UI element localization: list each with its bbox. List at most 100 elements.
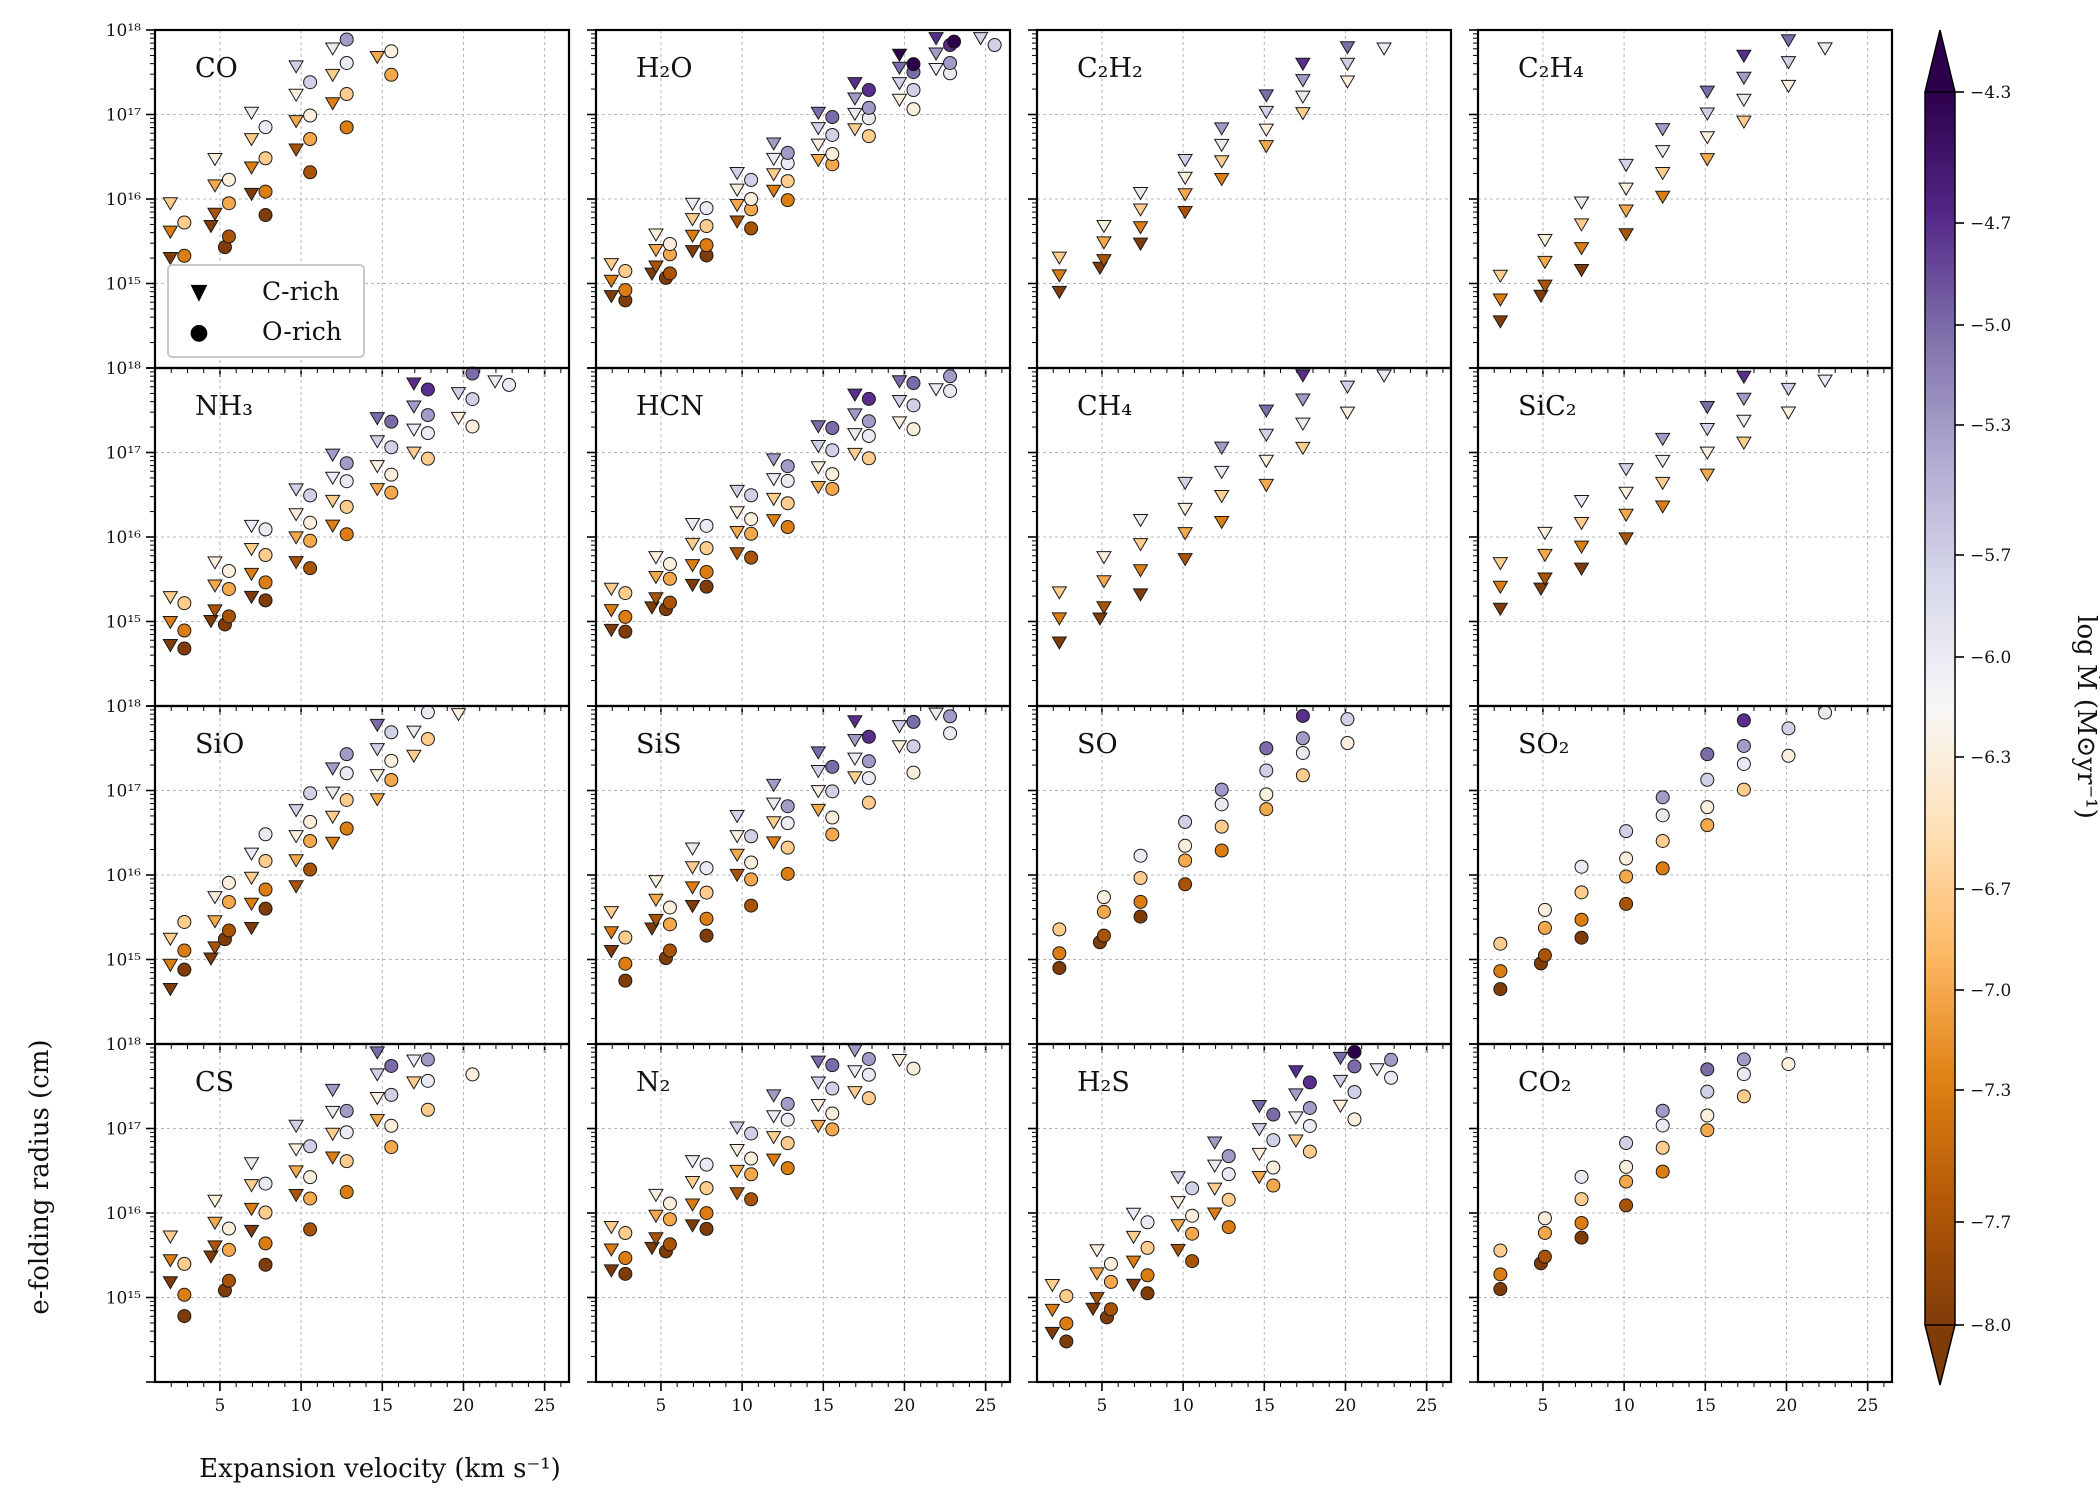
o-rich-marker bbox=[177, 1287, 192, 1302]
c-rich-marker bbox=[1699, 422, 1716, 437]
c-rich-marker bbox=[648, 1209, 664, 1224]
o-rich-marker bbox=[1736, 756, 1751, 771]
c-rich-marker bbox=[1132, 237, 1149, 252]
c-rich-marker bbox=[288, 88, 304, 103]
o-rich-marker bbox=[618, 930, 633, 945]
c-rich-marker bbox=[891, 375, 908, 389]
o-rich-marker bbox=[1185, 1181, 1200, 1196]
o-rich-marker bbox=[825, 827, 840, 842]
o-rich-marker bbox=[861, 428, 876, 443]
o-rich-marker bbox=[339, 474, 354, 489]
o-rich-marker bbox=[618, 1226, 633, 1241]
o-rich-marker bbox=[744, 221, 759, 236]
o-rich-marker bbox=[1214, 819, 1229, 834]
o-rich-marker bbox=[177, 1256, 192, 1271]
c-rich-marker bbox=[1654, 145, 1671, 159]
c-rich-marker bbox=[603, 582, 620, 597]
o-rich-marker bbox=[662, 266, 677, 281]
c-rich-marker bbox=[1258, 404, 1275, 418]
c-rich-marker bbox=[729, 525, 745, 540]
c-rich-marker bbox=[765, 152, 782, 167]
c-rich-marker bbox=[369, 50, 386, 65]
o-rich-marker bbox=[1537, 1211, 1552, 1226]
o-rich-marker bbox=[303, 165, 318, 180]
o-rich-marker bbox=[420, 408, 435, 423]
c-rich-marker bbox=[644, 1241, 660, 1256]
c-rich-marker bbox=[324, 494, 341, 509]
gridlines bbox=[1037, 706, 1451, 1044]
o-rich-marker bbox=[861, 414, 876, 429]
panel-14: 5 10 15 20 25 N₂ bbox=[587, 1042, 1012, 1416]
o-rich-marker bbox=[465, 392, 480, 407]
c-rich-marker bbox=[288, 880, 304, 894]
c-rich-marker bbox=[450, 387, 467, 401]
data-markers bbox=[603, 1044, 921, 1281]
c-rich-marker bbox=[1132, 203, 1149, 217]
o-rich-marker bbox=[780, 840, 795, 855]
x-tick-label: 15 bbox=[1253, 1396, 1275, 1416]
c-rich-marker bbox=[1295, 369, 1311, 383]
y-tick-label: 10¹⁵ bbox=[106, 613, 141, 633]
o-rich-marker bbox=[861, 729, 876, 744]
o-rich-marker bbox=[861, 391, 876, 406]
c-rich-marker bbox=[203, 614, 219, 629]
data-markers bbox=[162, 32, 399, 287]
c-rich-marker bbox=[1213, 138, 1230, 153]
o-rich-marker bbox=[177, 962, 192, 977]
o-rich-marker bbox=[1574, 1215, 1589, 1230]
o-rich-marker bbox=[1259, 787, 1274, 802]
colorbar-tick-label: −5.0 bbox=[1970, 316, 2011, 336]
c-rich-marker bbox=[324, 1105, 341, 1120]
c-rich-marker bbox=[891, 48, 908, 63]
c-rich-marker bbox=[1177, 171, 1193, 186]
o-rich-marker bbox=[1619, 851, 1634, 866]
c-rich-marker bbox=[162, 197, 179, 211]
c-rich-marker bbox=[1177, 553, 1193, 567]
o-rich-marker bbox=[221, 581, 236, 596]
panel-title: H₂S bbox=[1077, 1067, 1130, 1098]
c-rich-marker bbox=[1251, 1123, 1268, 1137]
c-rich-marker bbox=[684, 245, 701, 259]
c-rich-marker bbox=[243, 106, 260, 121]
o-rich-marker bbox=[1340, 712, 1355, 727]
o-rich-marker bbox=[1302, 1144, 1317, 1159]
c-rich-marker bbox=[729, 868, 745, 883]
c-rich-marker bbox=[1533, 582, 1549, 597]
o-rich-marker bbox=[1736, 738, 1751, 753]
colorbar-extend-bottom bbox=[1924, 1324, 1956, 1386]
o-rich-marker bbox=[1302, 1118, 1317, 1133]
x-tick-label: 5 bbox=[656, 1396, 667, 1416]
o-rich-marker bbox=[221, 229, 236, 244]
panel-2: H₂O bbox=[587, 28, 1012, 377]
c-rich-marker bbox=[729, 167, 745, 181]
o-rich-marker bbox=[780, 174, 795, 189]
c-rich-marker bbox=[1537, 233, 1553, 248]
c-rich-marker bbox=[243, 567, 260, 582]
c-rich-marker bbox=[810, 803, 827, 818]
o-rich-marker bbox=[699, 564, 714, 579]
o-rich-marker bbox=[744, 526, 759, 541]
c-rich-marker bbox=[648, 260, 664, 274]
panel-title: H₂O bbox=[636, 53, 693, 84]
c-rich-marker bbox=[684, 842, 701, 856]
data-markers bbox=[162, 366, 517, 656]
o-rich-marker bbox=[303, 75, 318, 90]
c-rich-marker bbox=[1288, 1088, 1304, 1102]
o-rich-marker bbox=[221, 172, 236, 187]
o-rich-marker bbox=[1700, 818, 1715, 833]
c-rich-marker bbox=[1051, 269, 1068, 283]
o-rich-marker bbox=[1178, 877, 1193, 892]
c-rich-marker bbox=[729, 183, 745, 197]
c-rich-marker bbox=[1132, 514, 1149, 528]
o-rich-marker bbox=[744, 855, 759, 870]
c-rich-marker bbox=[648, 228, 664, 242]
c-rich-marker bbox=[1654, 432, 1671, 447]
o-rich-marker bbox=[780, 799, 795, 814]
o-rich-marker bbox=[1700, 1084, 1715, 1099]
o-rich-marker bbox=[744, 1151, 759, 1166]
o-rich-marker bbox=[1133, 894, 1148, 909]
c-rich-marker bbox=[288, 804, 304, 818]
y-tick-label: 10¹⁵ bbox=[106, 275, 141, 295]
o-rich-marker bbox=[420, 731, 435, 746]
c-rich-marker bbox=[207, 915, 223, 929]
